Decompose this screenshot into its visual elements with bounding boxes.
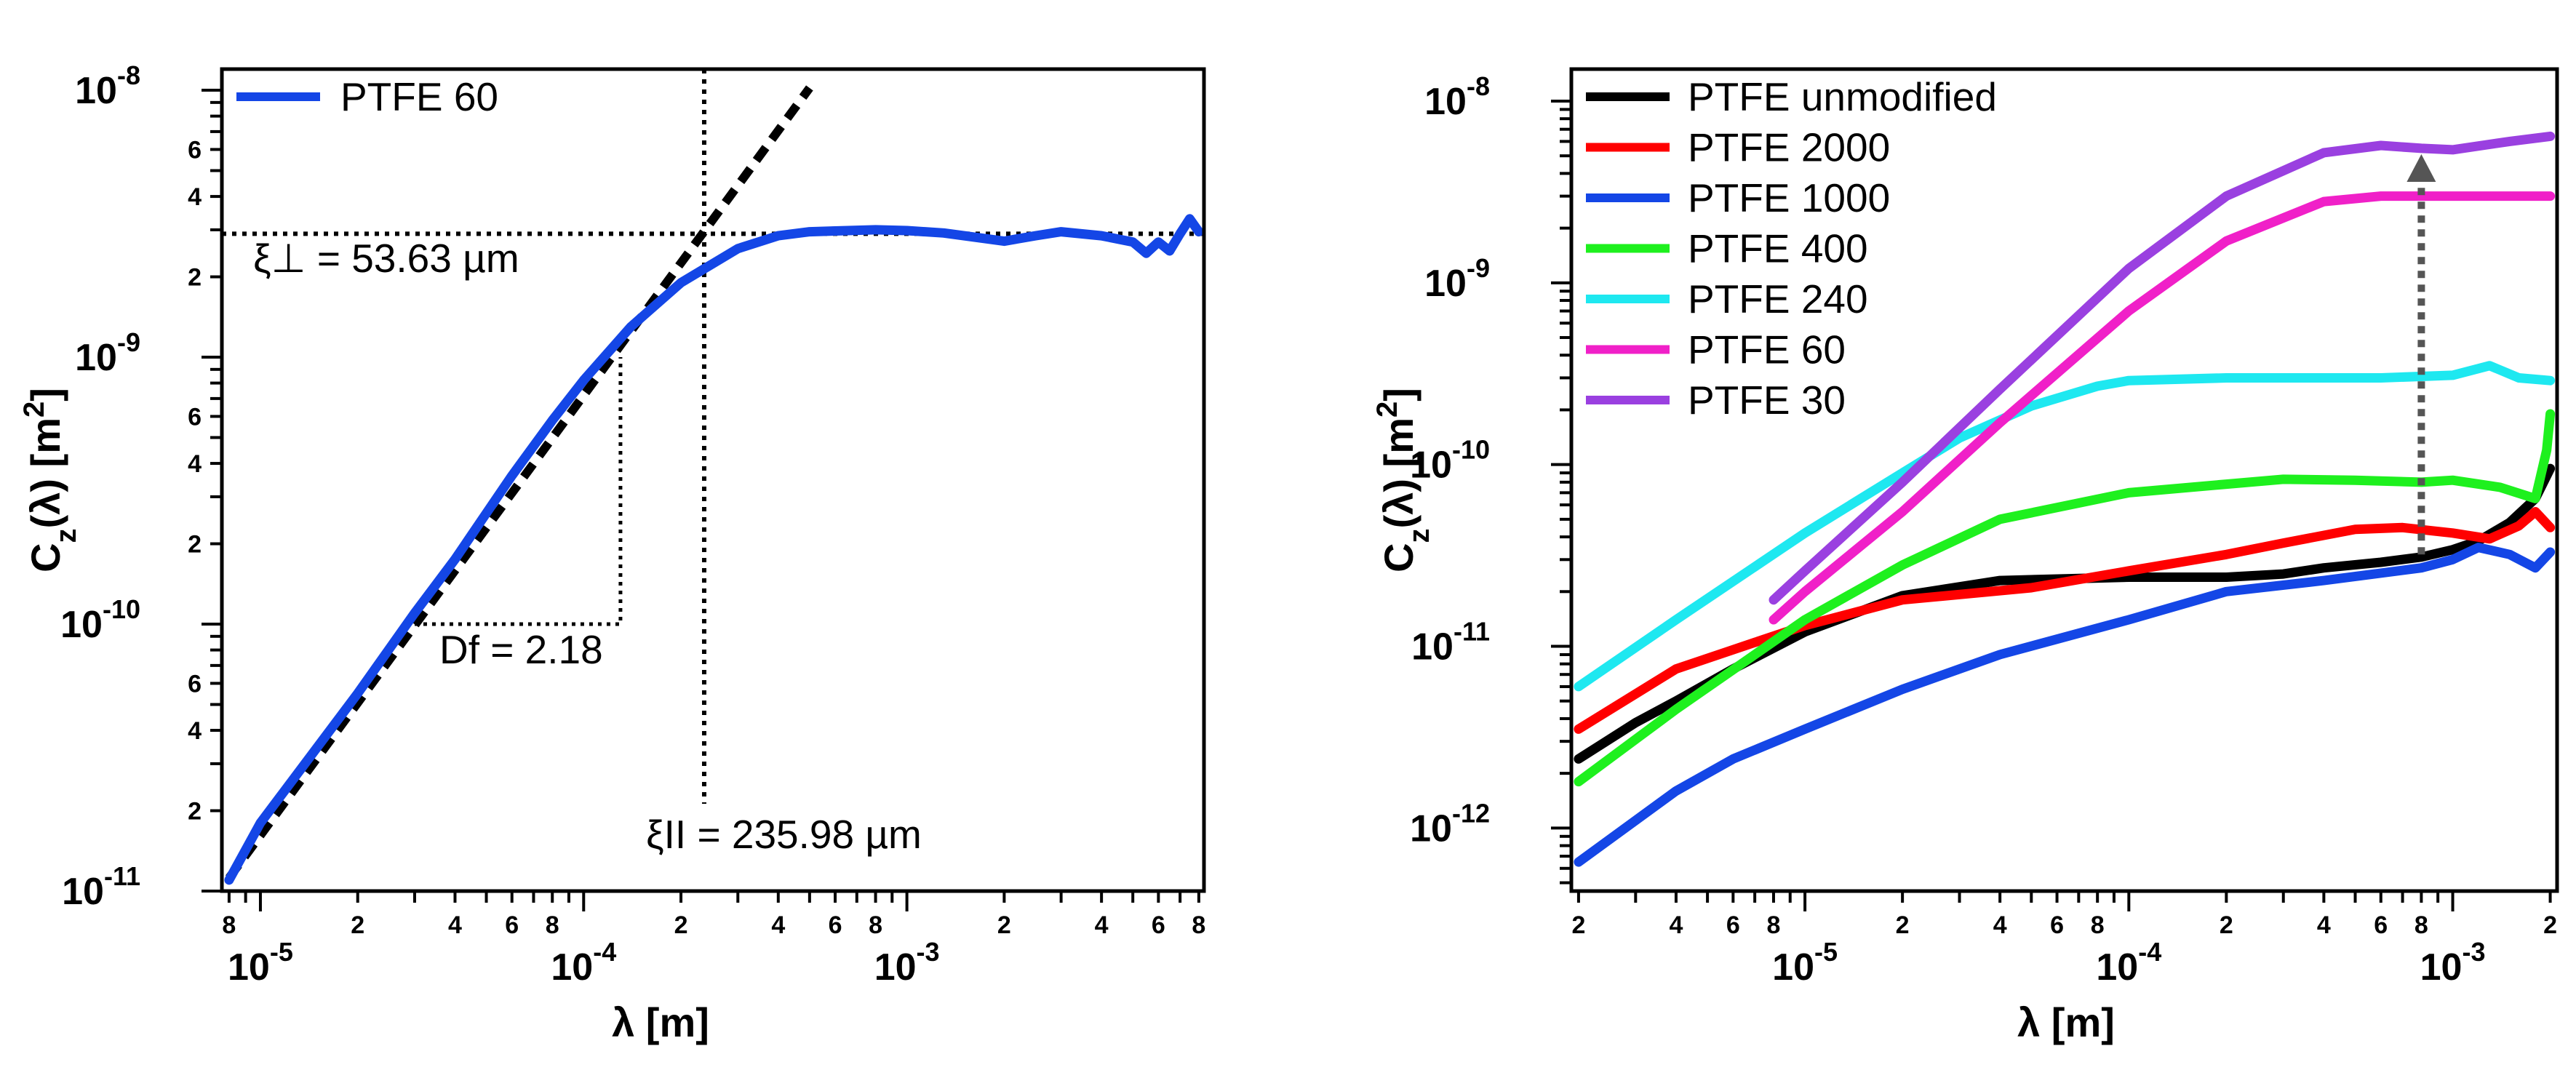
x-tick-minor-label: 4: [448, 911, 462, 939]
y-tick-minor-label: 4: [188, 717, 202, 745]
chart-right-x-label: λ [m]: [2017, 999, 2115, 1045]
y-tick-minor-label: 2: [188, 798, 202, 826]
legend-label-ptfe-unmodified: PTFE unmodified: [1688, 74, 1997, 119]
y-tick-label: 10-8: [75, 60, 140, 112]
series-line-ptfe-400: [1574, 409, 2556, 787]
series-line-ptfe-1000: [1574, 543, 2556, 867]
x-tick-minor-label: 2: [351, 911, 364, 939]
y-tick-label: 10-10: [1410, 435, 1490, 487]
increase-arrow-head: [2406, 153, 2436, 182]
x-tick-minor-label: 8: [1192, 911, 1205, 939]
x-tick-minor-label: 2: [1896, 911, 1910, 939]
legend-label-ptfe-240: PTFE 240: [1688, 276, 1868, 322]
x-tick-minor-label: 4: [771, 911, 785, 939]
chart-left-frame: [220, 67, 1206, 893]
chart-left: 810-52 4 6 810-42 4 6 810-32 4 6 810-1124610-1024…: [18, 60, 1206, 1045]
x-tick-minor-label: 4: [2317, 911, 2331, 939]
xi-perp-label: ξ⊥ = 53.63 µm: [253, 236, 519, 281]
chart-right-frame: [1569, 67, 2559, 893]
x-tick-minor-label: 2: [2220, 911, 2233, 939]
x-tick-minor-label: 4: [1669, 911, 1683, 939]
x-tick-label: 10-3: [874, 937, 940, 989]
y-tick-label: 10-9: [75, 327, 140, 379]
chart-right: 2 4 6 810-52 4 6 810-42 4 6 810-3210-1210-1110-10…: [1371, 67, 2559, 1045]
y-tick-label: 10-10: [60, 594, 140, 646]
legend-label-ptfe-60: PTFE 60: [1688, 327, 1846, 372]
y-tick-label: 10-8: [1424, 71, 1490, 123]
x-tick-minor-label: 6: [505, 911, 519, 939]
x-tick-label: 10-4: [551, 937, 616, 989]
series-line-ptfe-60: [224, 214, 1204, 885]
x-tick-minor-label: 8: [222, 911, 236, 939]
series-line-ptfe-2000: [1574, 507, 2556, 734]
y-tick-minor-label: 4: [188, 183, 202, 211]
xi-par-label: ξII = 235.98 µm: [646, 812, 922, 857]
y-tick-minor-label: 6: [188, 670, 202, 698]
y-tick-minor-label: 2: [188, 531, 202, 559]
fit-line: [226, 85, 813, 881]
x-tick-minor-label: 8: [2414, 911, 2428, 939]
chart-right-annotations: [2406, 153, 2436, 555]
chart-right-plot-area: [1574, 131, 2556, 867]
series-line-ptfe-60: [1768, 191, 2556, 625]
x-tick-minor-label: 6: [2050, 911, 2064, 939]
x-tick-label: 10-4: [2096, 937, 2161, 989]
chart-left-y-label: Cz(λ) [m2]: [18, 388, 82, 572]
x-tick-minor-label: 8: [546, 911, 559, 939]
x-tick-minor-label: 4: [1993, 911, 2007, 939]
legend-label-ptfe-1000: PTFE 1000: [1688, 175, 1890, 220]
chart-left-x-label: λ [m]: [612, 999, 709, 1045]
legend-label-ptfe-2000: PTFE 2000: [1688, 125, 1890, 170]
x-tick-minor-label: 2: [997, 911, 1011, 939]
chart-left-plot-area: [222, 69, 1204, 885]
legend-label-ptfe-60: PTFE 60: [340, 74, 498, 119]
legend-label-ptfe-400: PTFE 400: [1688, 226, 1868, 271]
y-tick-minor-label: 6: [188, 403, 202, 431]
chart-right-legend: PTFE unmodified PTFE 2000 PTFE 1000 PTFE 40…: [1586, 74, 1997, 423]
x-tick-label: 10-5: [1772, 937, 1838, 989]
x-tick-minor-label: 6: [1726, 911, 1740, 939]
svg-text:Cz(λ) [m2]: Cz(λ) [m2]: [18, 388, 82, 572]
series-line-ptfe-240: [1574, 361, 2556, 692]
y-tick-minor-label: 4: [188, 450, 202, 478]
x-tick-label: 10-5: [228, 937, 293, 989]
y-tick-minor-label: 6: [188, 136, 202, 164]
x-tick-minor-label: 6: [2374, 911, 2388, 939]
x-tick-minor-label: 8: [869, 911, 882, 939]
x-tick-minor-label: 6: [829, 911, 842, 939]
y-tick-label: 10-9: [1424, 253, 1490, 305]
df-label: Df = 2.18: [439, 627, 603, 672]
series-line-ptfe-30: [1768, 131, 2556, 605]
x-tick-minor-label: 4: [1095, 911, 1109, 939]
y-tick-label: 10-12: [1410, 798, 1490, 850]
legend-label-ptfe-30: PTFE 30: [1688, 378, 1846, 423]
x-tick-minor-label: 2: [1571, 911, 1585, 939]
x-tick-minor-label: 8: [2091, 911, 2105, 939]
chart-left-annotations: ξ⊥ = 53.63 µm Df = 2.18 ξII = 235.98 µm: [253, 236, 922, 857]
x-tick-minor-label: 6: [1152, 911, 1165, 939]
y-tick-label: 10-11: [62, 861, 140, 913]
series-line-ptfe-unmodified: [1574, 463, 2556, 764]
chart-left-ticks: 810-52 4 6 810-42 4 6 810-32 4 6 810-1124610-1024…: [60, 60, 1205, 989]
x-tick-minor-label: 2: [2543, 911, 2557, 939]
x-tick-minor-label: 8: [1767, 911, 1781, 939]
x-tick-label: 10-3: [2420, 937, 2486, 989]
chart-left-legend: PTFE 60: [236, 74, 498, 119]
y-tick-minor-label: 2: [188, 264, 202, 292]
x-tick-minor-label: 2: [674, 911, 688, 939]
y-tick-label: 10-11: [1411, 617, 1490, 668]
